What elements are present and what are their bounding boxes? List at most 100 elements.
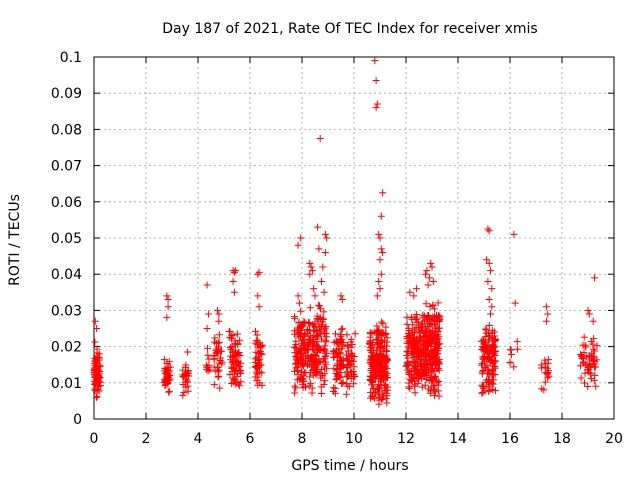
- data-point: [422, 300, 430, 308]
- data-point: [592, 382, 600, 390]
- data-point: [297, 368, 305, 376]
- data-point: [580, 333, 588, 341]
- data-point: [292, 384, 300, 392]
- data-point: [485, 227, 493, 235]
- data-point: [375, 326, 383, 334]
- data-point: [544, 310, 552, 318]
- data-point: [403, 361, 411, 369]
- data-point: [230, 366, 238, 374]
- data-point: [587, 362, 595, 370]
- data-point: [422, 359, 430, 367]
- data-point: [182, 378, 190, 386]
- data-point: [214, 373, 222, 381]
- data-point: [544, 374, 552, 382]
- data-point: [338, 325, 346, 333]
- data-point: [315, 245, 323, 253]
- data-point: [423, 334, 431, 342]
- data-point: [581, 341, 589, 349]
- data-point: [487, 267, 494, 275]
- data-point: [306, 373, 314, 381]
- data-point: [307, 263, 315, 271]
- data-point: [347, 335, 355, 343]
- data-point: [162, 380, 170, 388]
- data-point: [320, 329, 328, 337]
- data-point: [511, 299, 519, 307]
- data-point: [166, 375, 174, 383]
- data-point: [307, 336, 315, 344]
- data-point: [346, 382, 354, 390]
- data-point: [318, 335, 326, 343]
- data-point: [351, 330, 359, 338]
- data-point: [544, 360, 552, 368]
- data-point: [215, 372, 223, 380]
- data-point: [258, 350, 266, 358]
- data-point: [430, 352, 438, 360]
- data-point: [318, 390, 326, 398]
- data-point: [91, 317, 99, 325]
- data-point: [318, 321, 326, 329]
- data-point: [320, 355, 328, 363]
- data-point: [253, 370, 261, 378]
- x-tick-label: 10: [345, 431, 363, 447]
- axis-ticks: [93, 56, 615, 420]
- data-point: [297, 234, 305, 242]
- data-point: [228, 342, 236, 350]
- data-point: [93, 393, 101, 401]
- data-point: [296, 332, 304, 340]
- data-point: [304, 346, 312, 354]
- data-point: [203, 325, 211, 332]
- data-point: [300, 331, 308, 339]
- data-point: [379, 248, 387, 256]
- data-point: [382, 323, 390, 331]
- data-point: [478, 359, 486, 367]
- data-point: [541, 356, 549, 364]
- data-point: [373, 100, 381, 108]
- data-point: [350, 363, 358, 371]
- data-point: [211, 334, 219, 342]
- data-point: [490, 370, 498, 378]
- data-point: [308, 384, 316, 392]
- data-point: [417, 360, 425, 368]
- data-point: [316, 369, 324, 377]
- data-point: [299, 384, 307, 392]
- data-point: [255, 303, 263, 311]
- x-tick-label: 6: [246, 431, 255, 447]
- grid-lines: [94, 57, 614, 419]
- data-point: [293, 376, 301, 384]
- data-point: [413, 318, 421, 326]
- y-tick-label: 0.05: [51, 231, 82, 247]
- data-point: [377, 245, 385, 253]
- data-point: [410, 342, 418, 350]
- data-point: [580, 379, 588, 387]
- data-point: [434, 327, 442, 335]
- data-point: [237, 378, 245, 386]
- data-point: [93, 345, 101, 353]
- data-point: [308, 353, 316, 361]
- data-point: [90, 368, 98, 376]
- x-tick-label: 2: [142, 431, 151, 447]
- data-point: [412, 285, 420, 293]
- data-point: [580, 359, 588, 367]
- data-point: [232, 367, 240, 375]
- data-point: [513, 338, 521, 346]
- data-point: [483, 326, 491, 334]
- data-point: [351, 372, 359, 380]
- data-point: [350, 380, 358, 388]
- data-point: [337, 292, 345, 300]
- data-point: [257, 343, 265, 351]
- data-point: [380, 344, 388, 352]
- data-point: [480, 343, 488, 351]
- data-point: [412, 316, 420, 324]
- data-point: [165, 358, 173, 366]
- data-point: [378, 362, 386, 370]
- data-point: [383, 355, 391, 363]
- data-point: [316, 305, 324, 313]
- data-point: [589, 317, 597, 325]
- data-point: [322, 323, 330, 331]
- data-point: [377, 381, 385, 389]
- data-point: [586, 352, 594, 360]
- data-point: [164, 303, 172, 311]
- data-point: [228, 379, 236, 387]
- data-point: [215, 331, 223, 339]
- data-point: [371, 57, 379, 65]
